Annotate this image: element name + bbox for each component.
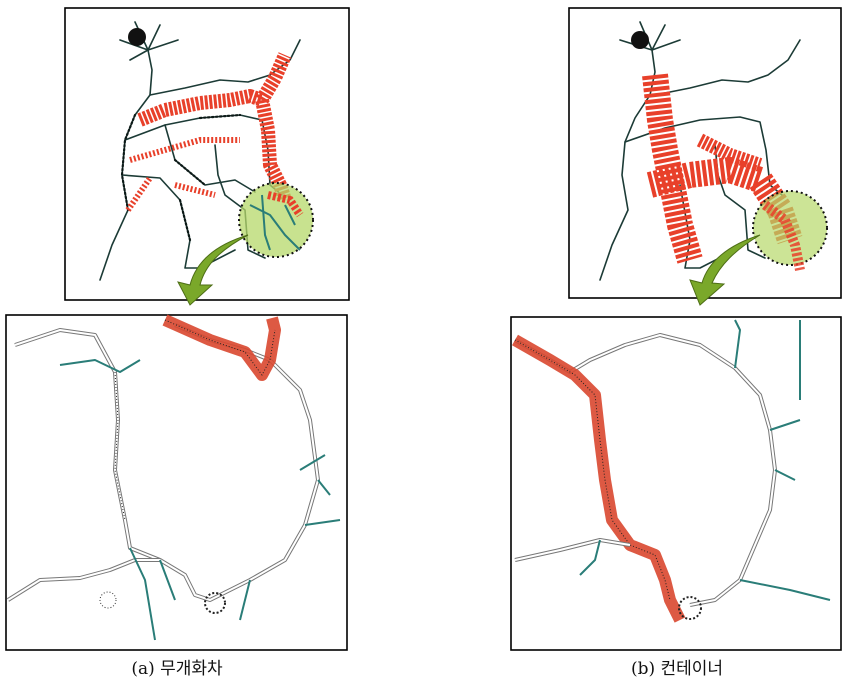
junction bbox=[128, 28, 146, 46]
caption: (a) 무개화차 bbox=[131, 654, 222, 679]
junction bbox=[631, 31, 649, 49]
figure-graphics bbox=[0, 0, 846, 681]
figure: {"captions": {"a": "(a) 무개화차", "b": "(b)… bbox=[0, 0, 846, 681]
zoom-circle bbox=[753, 191, 827, 265]
map-frame bbox=[6, 315, 347, 650]
page: Figure html, body { margin: 0; padding: … bbox=[0, 0, 846, 681]
caption: (b) 컨테이너 bbox=[631, 654, 723, 679]
